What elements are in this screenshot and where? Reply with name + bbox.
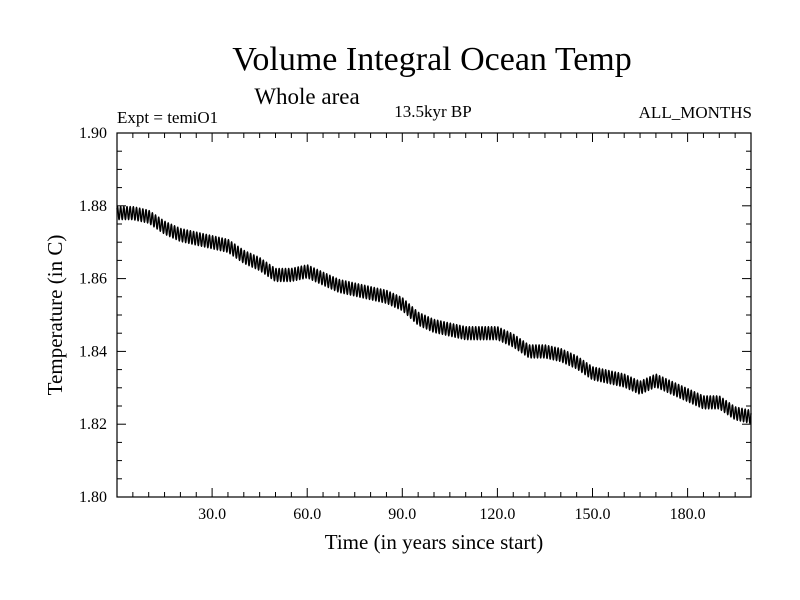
x-tick-label: 150.0 (575, 506, 611, 523)
months-label: ALL_MONTHS (639, 103, 752, 122)
x-tick-label: 30.0 (198, 506, 226, 523)
x-tick-label: 180.0 (670, 506, 706, 523)
y-tick-label: 1.90 (79, 125, 107, 142)
y-tick-label: 1.86 (79, 271, 107, 288)
y-tick-label: 1.80 (79, 489, 107, 506)
experiment-label: Expt = temiO1 (117, 108, 218, 127)
x-tick-label: 60.0 (293, 506, 321, 523)
chart-title: Volume Integral Ocean Temp (232, 41, 632, 78)
plot-frame (116, 132, 752, 498)
x-tick-label: 120.0 (479, 506, 515, 523)
period-label: 13.5kyr BP (394, 102, 471, 121)
data-series (116, 205, 752, 424)
y-tick-label: 1.88 (79, 198, 107, 215)
x-axis: 30.0 60.0 90.0 120.0 150.0 180.0 (132, 133, 736, 523)
y-tick-label: 1.84 (79, 343, 107, 360)
y-tick-label: 1.82 (79, 416, 107, 433)
temperature-line (116, 205, 752, 424)
x-axis-label: Time (in years since start) (325, 530, 544, 554)
chart-subtitle: Whole area (254, 84, 359, 109)
y-axis: 1.80 1.82 1.84 1.86 1.88 1.90 (79, 125, 751, 506)
y-axis-label: Temperature (in C) (43, 235, 67, 396)
x-tick-label: 90.0 (388, 506, 416, 523)
